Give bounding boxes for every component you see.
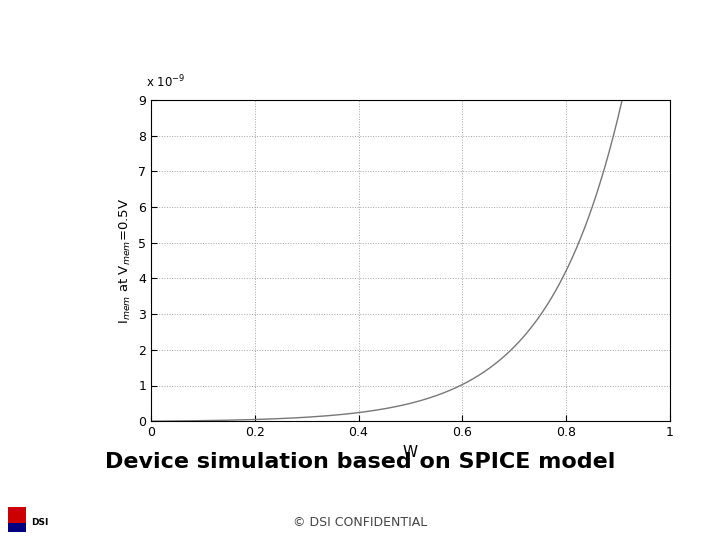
Text: © DSI CONFIDENTIAL: © DSI CONFIDENTIAL (293, 516, 427, 529)
Bar (8, 507, 26, 523)
Text: Device simulation based on SPICE model: Device simulation based on SPICE model (105, 451, 615, 472)
Text: x 10$^{-9}$: x 10$^{-9}$ (146, 73, 185, 90)
Bar (8, 523, 26, 532)
X-axis label: W: W (402, 444, 418, 460)
Text: DSI: DSI (32, 518, 49, 526)
Text: Simulated Memristor Characteristics: Simulated Memristor Characteristics (18, 26, 720, 60)
Y-axis label: I$_{mem}$ at V$_{mem}$=0.5V: I$_{mem}$ at V$_{mem}$=0.5V (117, 198, 132, 323)
